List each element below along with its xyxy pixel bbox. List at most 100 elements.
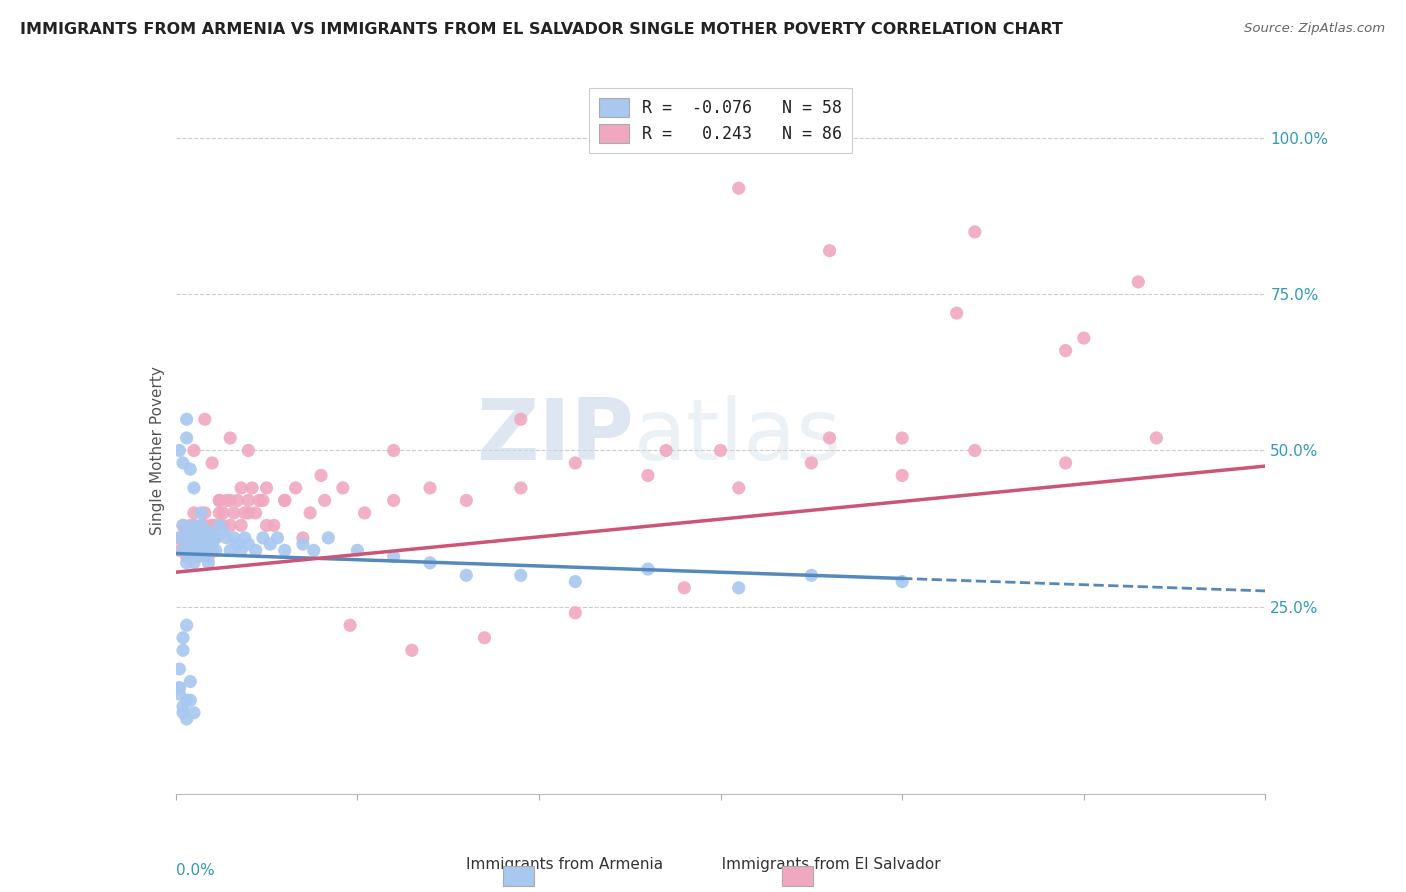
Point <box>169 531 191 545</box>
Point <box>219 518 242 533</box>
Point <box>727 481 749 495</box>
Point <box>190 506 212 520</box>
Text: IMMIGRANTS FROM ARMENIA VS IMMIGRANTS FROM EL SALVADOR SINGLE MOTHER POVERTY COR: IMMIGRANTS FROM ARMENIA VS IMMIGRANTS FR… <box>20 22 1063 37</box>
Point <box>655 443 678 458</box>
Point <box>172 518 194 533</box>
Text: 0.0%: 0.0% <box>176 863 215 878</box>
Point <box>291 531 314 545</box>
Point <box>172 543 194 558</box>
Point <box>382 443 405 458</box>
Point <box>222 531 245 545</box>
Point <box>190 531 212 545</box>
Point <box>240 481 263 495</box>
Point <box>186 549 209 564</box>
Point <box>673 581 696 595</box>
Point <box>1146 431 1168 445</box>
Point <box>183 531 205 545</box>
Point <box>176 556 198 570</box>
Text: ZIP: ZIP <box>475 395 633 478</box>
Point <box>800 568 823 582</box>
Point <box>252 531 274 545</box>
Point <box>176 712 198 726</box>
Point <box>318 531 340 545</box>
Point <box>197 549 219 564</box>
Point <box>194 543 217 558</box>
Point <box>197 524 219 539</box>
Point <box>204 518 226 533</box>
Point <box>176 618 198 632</box>
Point <box>710 443 733 458</box>
Point <box>183 481 205 495</box>
Point <box>564 574 586 589</box>
Point <box>509 568 531 582</box>
Point <box>226 537 249 551</box>
Point <box>238 493 260 508</box>
Point <box>212 506 235 520</box>
Legend: R =  -0.076   N = 58, R =   0.243   N = 86: R = -0.076 N = 58, R = 0.243 N = 86 <box>589 88 852 153</box>
Point <box>172 456 194 470</box>
Point <box>179 531 201 545</box>
Point <box>284 481 307 495</box>
Point <box>204 531 226 545</box>
Point <box>186 537 209 551</box>
Point <box>800 456 823 470</box>
Point <box>401 643 423 657</box>
Point <box>256 481 278 495</box>
Point <box>201 543 224 558</box>
Point <box>382 549 405 564</box>
Point <box>201 456 224 470</box>
Point <box>212 518 235 533</box>
Point <box>382 493 405 508</box>
Point <box>201 518 224 533</box>
Point <box>238 443 260 458</box>
Point <box>263 518 285 533</box>
Point <box>219 543 242 558</box>
Point <box>197 537 219 551</box>
Point <box>727 581 749 595</box>
Point <box>172 699 194 714</box>
Point <box>176 531 198 545</box>
Point <box>176 524 198 539</box>
Point <box>194 531 217 545</box>
Point <box>183 543 205 558</box>
Point <box>172 706 194 720</box>
Point <box>169 662 191 676</box>
Point <box>274 543 297 558</box>
Point <box>201 537 224 551</box>
Point <box>509 481 531 495</box>
Text: Source: ZipAtlas.com: Source: ZipAtlas.com <box>1244 22 1385 36</box>
Point <box>963 225 986 239</box>
Point <box>201 531 224 545</box>
Point <box>222 506 245 520</box>
Point <box>208 506 231 520</box>
Point <box>474 631 496 645</box>
Text: Immigrants from Armenia            Immigrants from El Salvador: Immigrants from Armenia Immigrants from … <box>465 857 941 872</box>
Point <box>183 518 205 533</box>
Point <box>169 443 191 458</box>
Point <box>259 537 281 551</box>
Point <box>274 493 297 508</box>
Point <box>183 518 205 533</box>
Point <box>183 443 205 458</box>
Point <box>637 468 659 483</box>
Point <box>219 493 242 508</box>
Point <box>176 412 198 426</box>
Point <box>172 518 194 533</box>
Point <box>201 518 224 533</box>
Point <box>183 556 205 570</box>
Point <box>169 543 191 558</box>
Point <box>169 681 191 695</box>
Point <box>238 506 260 520</box>
Point <box>186 524 209 539</box>
Point <box>419 481 441 495</box>
Point <box>186 549 209 564</box>
Point <box>332 481 354 495</box>
Point <box>419 556 441 570</box>
Point <box>231 481 253 495</box>
Point <box>252 493 274 508</box>
Point <box>309 468 332 483</box>
Point <box>179 462 201 476</box>
Point <box>219 431 242 445</box>
Point <box>247 493 270 508</box>
Point <box>245 543 267 558</box>
